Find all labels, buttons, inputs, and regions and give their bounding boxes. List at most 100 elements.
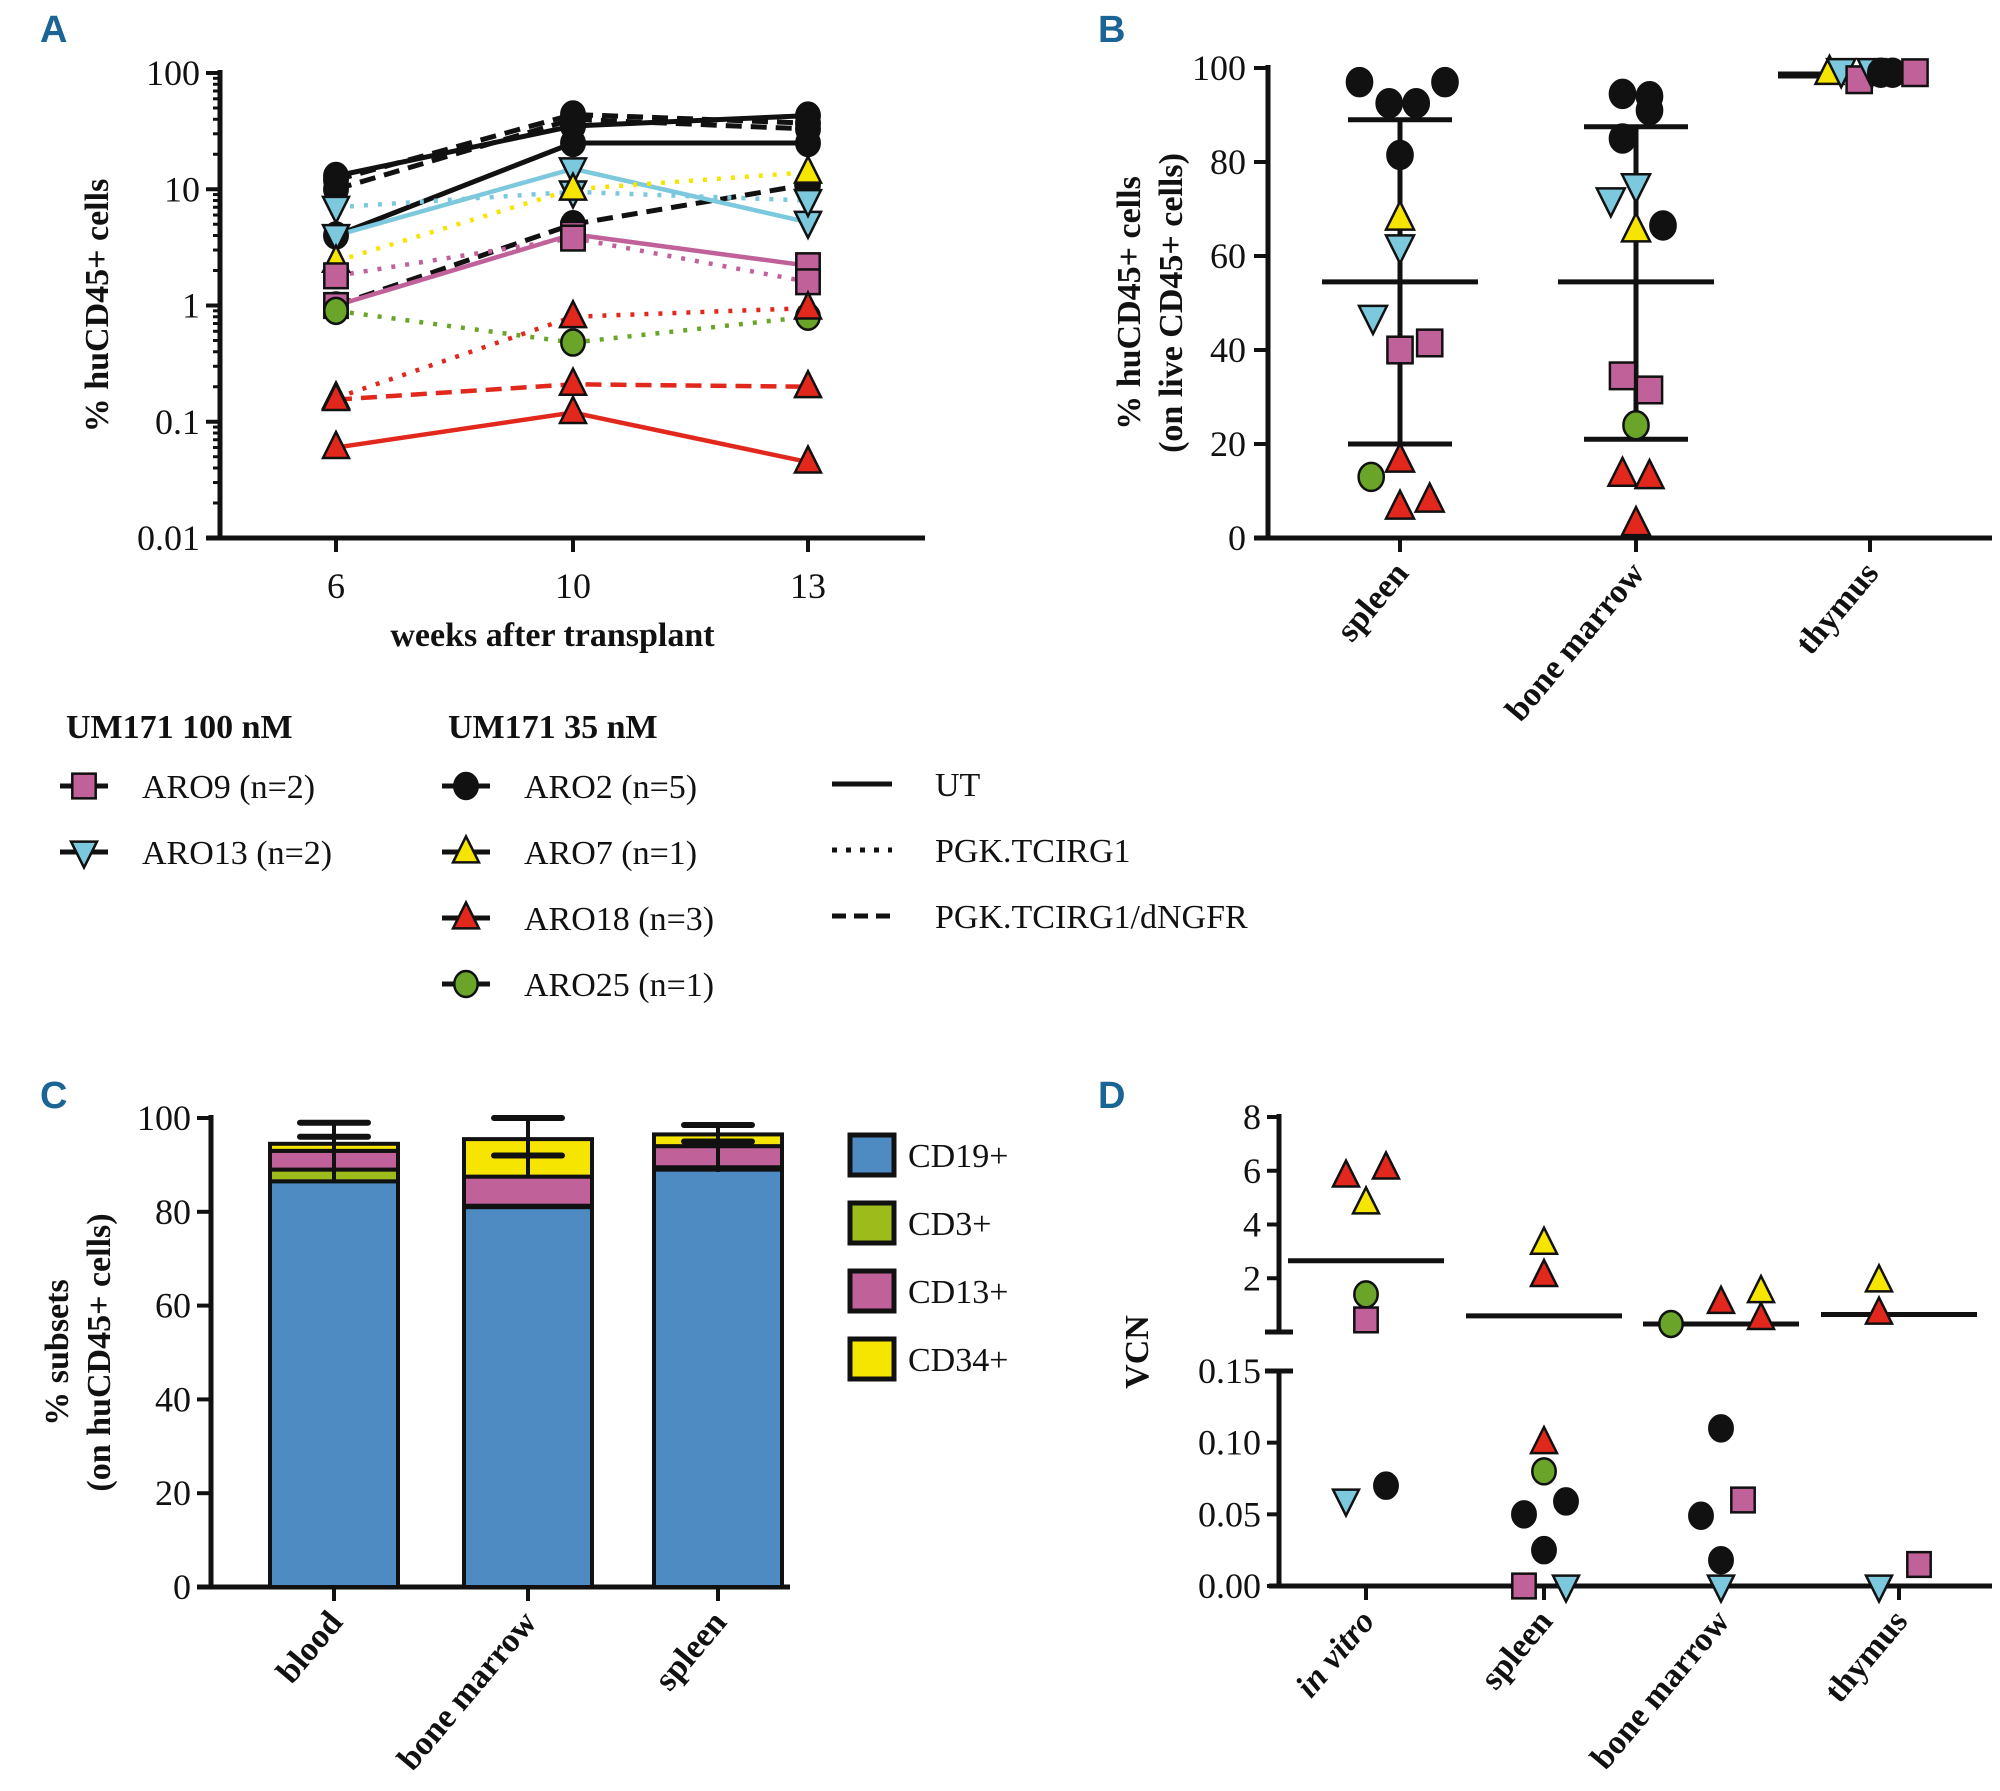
data-point (792, 153, 824, 184)
data-point (1606, 454, 1639, 487)
data-point (320, 195, 352, 226)
data-point (1350, 1184, 1382, 1215)
panel-a-legend: UM171 100 nM ARO9 (n=2) ARO13 (n=2) UM171 3… (60, 709, 1248, 1004)
legend-item-label: CD3+ (908, 1206, 991, 1243)
data-point (1649, 210, 1677, 241)
data-point (1730, 1486, 1756, 1514)
y-tick-label: 100 (146, 53, 200, 93)
data-point (1383, 234, 1417, 267)
series-line (335, 189, 809, 210)
data-point (1345, 66, 1374, 98)
x-axis-title: weeks after transplant (390, 617, 715, 654)
data-point (1635, 95, 1664, 126)
y-tick-label: 80 (1210, 142, 1246, 182)
y-axis-title: % huCD45+ cells (79, 179, 116, 433)
y-tick-label: 0 (1228, 518, 1246, 558)
data-point (1901, 58, 1929, 88)
data-point (560, 100, 586, 129)
y-tick-label: 20 (1210, 424, 1246, 464)
y-tick-label: 20 (155, 1473, 191, 1513)
panel-b-scatter-chart: 0 20 40 60 80 100 spleen bone marrow thymus % huC… (1111, 48, 1992, 728)
y-tick-label: 40 (1210, 330, 1246, 370)
y-tick-label: 60 (155, 1286, 191, 1326)
data-point (323, 296, 349, 326)
data-point (792, 289, 824, 320)
data-point (1550, 1574, 1582, 1605)
data-point (1619, 504, 1653, 537)
y-tick-label: 8 (1243, 1097, 1261, 1137)
x-category-label: in vitro (1289, 1603, 1382, 1704)
x-category-label: spleen (1329, 555, 1416, 648)
data-point (323, 262, 349, 290)
legend-marker (453, 771, 479, 801)
series-line (335, 116, 809, 192)
legend-item-label: ARO7 (n=1) (524, 835, 697, 872)
y-tick-label: 0.01 (137, 518, 200, 558)
data-point (1353, 1280, 1379, 1309)
x-category-label: bone marrow (1584, 1603, 1738, 1776)
data-point (1330, 1157, 1362, 1188)
data-point (1531, 1535, 1557, 1565)
panel-d-vcn-scatter-chart: 2 4 6 8 0.00 0.05 0.10 0.15 VCN in vitro spleen bon… (1119, 1097, 1992, 1776)
y-tick-label: 0.15 (1198, 1351, 1261, 1391)
series-line (335, 111, 809, 183)
legend-item-label: ARO13 (n=2) (142, 835, 332, 872)
series-line (335, 305, 809, 401)
legend-marker (68, 840, 100, 871)
y-axis-title-line2: (on live CD45+ cells) (1153, 153, 1190, 453)
y-tick-label: 2 (1243, 1258, 1261, 1298)
data-point (1386, 139, 1414, 171)
data-point (1608, 361, 1637, 391)
legend-item-label: ARO9 (n=2) (142, 769, 315, 806)
data-point (1635, 375, 1664, 405)
x-tick-label: 10 (555, 566, 591, 606)
data-point (1906, 1550, 1932, 1579)
data-point (795, 108, 821, 138)
legend-item-label: ARO2 (n=5) (524, 769, 697, 806)
y-tick-label: 0.05 (1198, 1494, 1261, 1534)
data-point (560, 328, 586, 357)
data-point (1708, 1545, 1734, 1575)
data-point (1356, 304, 1390, 337)
y-axis-title: VCN (1119, 1315, 1156, 1389)
panel-a-line-chart: 100 10 1 0.1 0.01 6 10 13 weeks after transplant… (79, 53, 925, 654)
panel-label-c: C (40, 1075, 67, 1117)
legend-swatch (847, 1268, 897, 1314)
data-point (1619, 173, 1653, 206)
y-tick-label: 80 (155, 1192, 191, 1232)
legend-marker (450, 899, 482, 930)
legend-swatch (847, 1200, 897, 1246)
legend-group-title: UM171 100 nM (66, 709, 293, 746)
panel-c-stacked-bar-chart: 0 20 40 60 80 100 % subsets (on huCD45+ cells) b… (39, 1098, 1008, 1777)
y-tick-label: 4 (1243, 1205, 1261, 1245)
panel-label-a: A (40, 9, 67, 51)
data-point (1658, 1309, 1684, 1339)
data-point (1528, 1257, 1560, 1288)
data-point (1415, 328, 1444, 358)
data-point (1413, 480, 1446, 513)
data-point (1863, 1574, 1895, 1605)
data-point (1386, 335, 1414, 365)
data-point (1370, 1149, 1402, 1180)
legend-item-label: ARO18 (n=3) (524, 901, 714, 938)
y-tick-label: 40 (155, 1379, 191, 1419)
y-tick-label: 1 (182, 286, 200, 326)
data-point (792, 188, 824, 219)
data-point (1705, 1284, 1737, 1315)
data-point (1745, 1273, 1777, 1304)
data-point (560, 128, 586, 158)
legend-swatch (847, 1132, 897, 1178)
y-tick-label: 6 (1243, 1151, 1261, 1191)
data-point (1705, 1574, 1737, 1605)
y-axis-title-line1: % subsets (39, 1279, 76, 1425)
x-category-label: thymus (1789, 555, 1887, 661)
data-point (1553, 1487, 1579, 1516)
data-point (792, 368, 824, 399)
y-tick-label: 60 (1210, 236, 1246, 276)
legend-swatch (847, 1336, 897, 1382)
data-point (1373, 1471, 1399, 1500)
legend-marker (453, 969, 479, 999)
data-point (1608, 78, 1637, 110)
bar-segment (652, 1167, 784, 1589)
